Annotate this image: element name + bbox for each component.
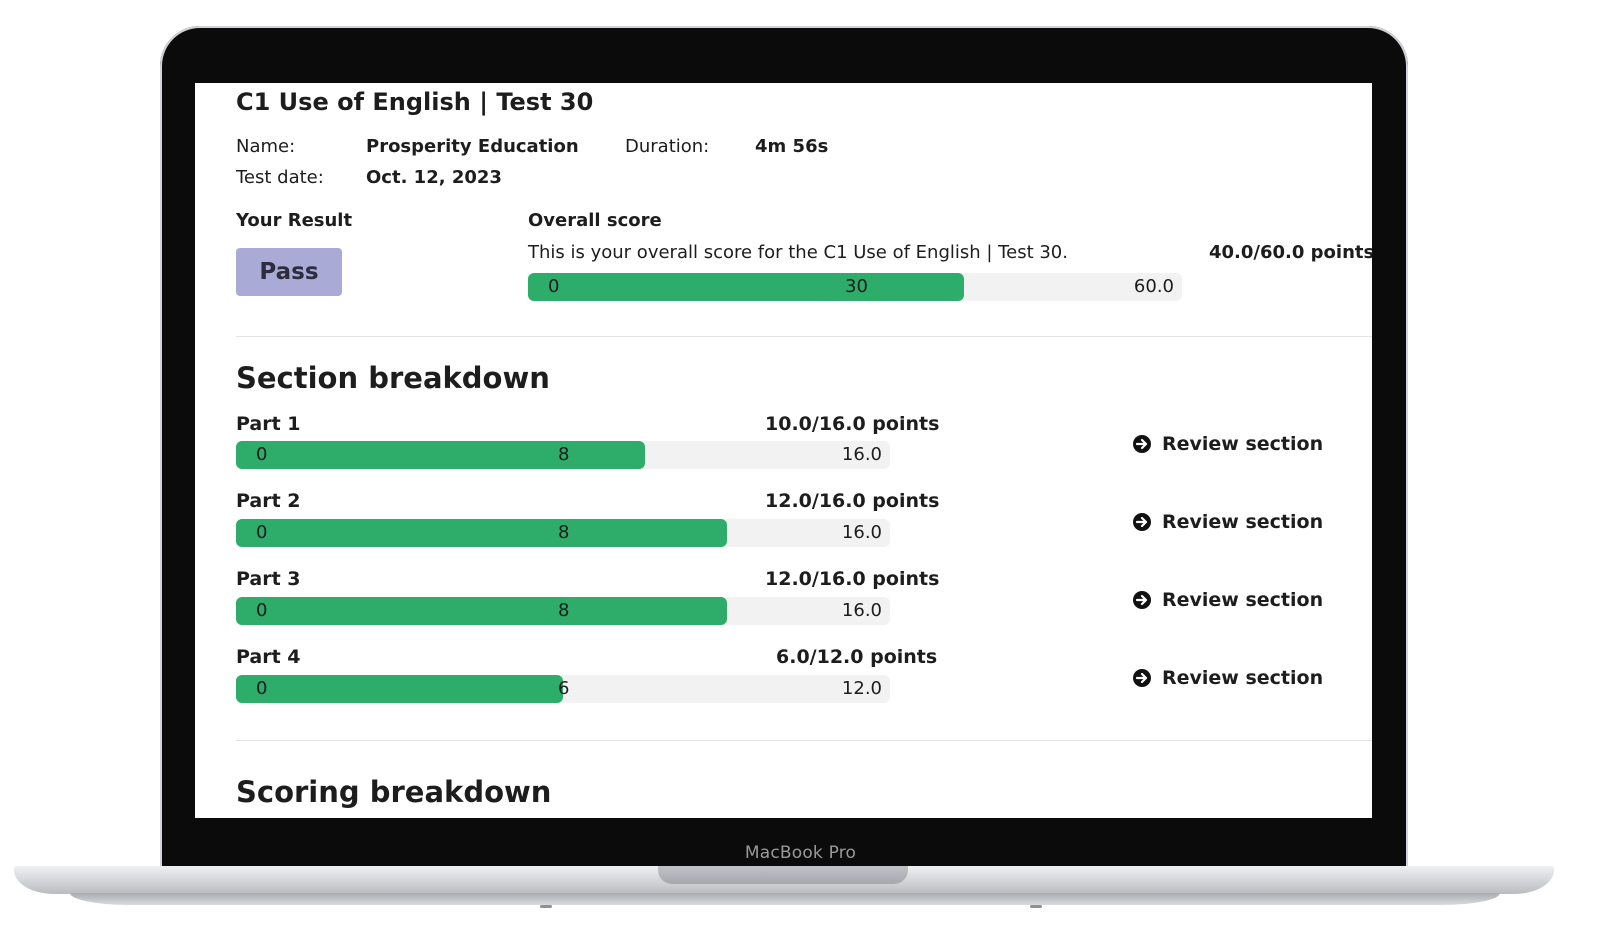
review-section-label: Review section	[1162, 511, 1324, 533]
overall-score-description: This is your overall score for the C1 Us…	[528, 242, 1068, 263]
part-label: Part 4	[236, 646, 301, 668]
overall-score-bar-fill	[528, 273, 965, 301]
part-points: 12.0/16.0 points	[765, 490, 940, 512]
arrow-right-circle-icon	[1132, 434, 1152, 454]
part-points: 10.0/16.0 points	[765, 413, 940, 435]
bar-mid-label: 8	[558, 522, 570, 543]
device-label: MacBook Pro	[744, 843, 857, 863]
part-label: Part 1	[236, 413, 301, 435]
review-section-button-part-4[interactable]: Review section	[1132, 667, 1323, 689]
part-score-bar-fill	[236, 675, 563, 703]
laptop-base-underside	[70, 893, 1500, 905]
bar-min-label: 0	[256, 600, 268, 621]
bar-mid-label: 8	[558, 600, 570, 621]
review-section-button-part-1[interactable]: Review section	[1132, 433, 1323, 455]
review-section-button-part-3[interactable]: Review section	[1132, 589, 1323, 611]
duration-value: 4m 56s	[755, 136, 829, 157]
review-section-label: Review section	[1162, 433, 1324, 455]
part-score-bar-fill	[236, 519, 727, 547]
bar-min-label: 0	[256, 444, 268, 465]
bar-min-label: 0	[548, 276, 560, 297]
laptop-foot	[540, 905, 552, 908]
divider	[236, 336, 1372, 337]
name-label: Name:	[236, 136, 296, 157]
bar-mid-label: 30	[845, 276, 868, 297]
bar-mid-label: 6	[558, 678, 570, 699]
laptop-foot	[1030, 905, 1042, 908]
your-result-label: Your Result	[236, 210, 353, 231]
duration-label: Duration:	[625, 136, 710, 157]
bar-min-label: 0	[256, 522, 268, 543]
bar-max-label: 12.0	[841, 678, 882, 699]
part-score-bar: 0 8 16.0	[236, 519, 890, 547]
part-label: Part 3	[236, 568, 301, 590]
test-date-value: Oct. 12, 2023	[366, 167, 502, 188]
scoring-breakdown-heading: Scoring breakdown	[236, 775, 552, 809]
arrow-right-circle-icon	[1132, 590, 1152, 610]
overall-score-bar: 0 30 60.0	[528, 273, 1182, 301]
part-score-bar: 0 6 12.0	[236, 675, 890, 703]
part-points: 6.0/12.0 points	[776, 646, 938, 668]
screen: C1 Use of English | Test 30 Name: Prospe…	[195, 83, 1372, 818]
bar-max-label: 16.0	[841, 600, 882, 621]
bar-max-label: 60.0	[1133, 276, 1174, 297]
part-score-bar: 0 8 16.0	[236, 597, 890, 625]
bar-mid-label: 8	[558, 444, 570, 465]
overall-points: 40.0/60.0 points	[1209, 242, 1372, 263]
part-points: 12.0/16.0 points	[765, 568, 940, 590]
part-score-bar-fill	[236, 597, 727, 625]
bar-max-label: 16.0	[841, 444, 882, 465]
part-label: Part 2	[236, 490, 301, 512]
result-badge: Pass	[236, 248, 342, 296]
divider	[236, 740, 1372, 741]
part-score-bar-fill	[236, 441, 645, 469]
laptop-notch	[658, 866, 908, 884]
section-breakdown-heading: Section breakdown	[236, 361, 550, 395]
bar-min-label: 0	[256, 678, 268, 699]
part-score-bar: 0 8 16.0	[236, 441, 890, 469]
name-value: Prosperity Education	[366, 136, 579, 157]
review-section-label: Review section	[1162, 589, 1324, 611]
overall-score-heading: Overall score	[528, 210, 662, 231]
page-title: C1 Use of English | Test 30	[236, 88, 594, 116]
arrow-right-circle-icon	[1132, 668, 1152, 688]
review-section-button-part-2[interactable]: Review section	[1132, 511, 1323, 533]
arrow-right-circle-icon	[1132, 512, 1152, 532]
bar-max-label: 16.0	[841, 522, 882, 543]
review-section-label: Review section	[1162, 667, 1324, 689]
test-date-label: Test date:	[236, 167, 324, 188]
